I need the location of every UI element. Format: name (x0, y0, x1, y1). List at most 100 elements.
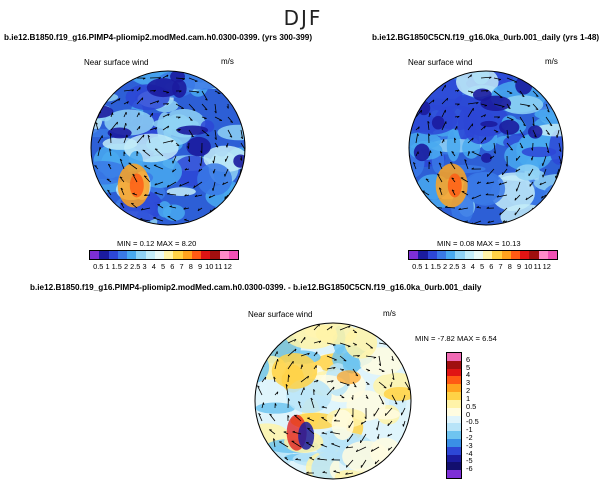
colorbar-tick-label: 2 (123, 262, 129, 271)
colorbar-tick-label: 4 (466, 370, 471, 380)
colorbar-swatch (90, 251, 100, 259)
colorbar-tick-label: 0.5 (466, 401, 477, 411)
colorbar-swatch (446, 251, 456, 259)
colorbar-tick-label: -1 (466, 425, 473, 435)
colorbar-tick-label: 3 (466, 378, 471, 388)
page-title: DJF (283, 6, 323, 30)
colorbar-tick-label: -6 (466, 464, 473, 474)
colorbar-swatch (173, 251, 183, 259)
colorbar-swatch (464, 251, 474, 259)
colorbar-tick-label: 5 (466, 362, 471, 372)
colorbar-swatch (154, 251, 164, 259)
panel-2-title: b.ie12.BG1850C5CN.f19_g16.0ka_0urb.001_d… (372, 33, 600, 42)
colorbar-swatch (529, 251, 539, 259)
panel-1-units: m/s (221, 57, 234, 66)
colorbar-swatch (447, 446, 461, 455)
colorbar-tick-label: 9 (197, 262, 203, 271)
colorbar-swatch (447, 368, 461, 377)
colorbar-tick-label: 11 (214, 262, 223, 271)
colorbar-swatch (182, 251, 192, 259)
colorbar-swatch (447, 392, 461, 400)
colorbar-swatch (447, 415, 461, 424)
colorbar-tick-label: 12 (223, 262, 232, 271)
colorbar-tick-label: 3 (461, 262, 466, 271)
colorbar-tick-label: 1 (105, 262, 110, 271)
colorbar-tick-label: 0.5 (93, 262, 104, 271)
colorbar-swatch (501, 251, 511, 259)
colorbar-tick-label: 9 (516, 262, 522, 271)
colorbar-tick-label: 2 (466, 386, 471, 396)
colorbar-tick-label: 10 (205, 262, 214, 271)
colorbar-tick-label: 4 (151, 262, 156, 271)
colorbar-swatch (201, 251, 211, 259)
colorbar-swatch (447, 360, 461, 369)
colorbar-swatch (108, 251, 118, 259)
colorbar-swatch (191, 251, 201, 259)
colorbar-tick-label: 1 (424, 262, 429, 271)
colorbar-swatch (447, 376, 461, 385)
colorbar-swatch (547, 251, 557, 259)
panel-2-minmax: MIN = 0.08 MAX = 10.13 (437, 239, 521, 248)
colorbar-tick-label: -3 (466, 440, 473, 450)
colorbar-swatch (427, 251, 437, 259)
colorbar-swatch (447, 454, 461, 463)
colorbar-tick-label: 6 (466, 354, 471, 364)
colorbar-swatch (447, 438, 461, 447)
colorbar-tick-label: 5 (479, 262, 485, 271)
panel-1-polar-map (90, 70, 246, 226)
colorbar-swatch (447, 353, 461, 361)
colorbar-swatch (418, 251, 428, 259)
colorbar-tick-label: 6 (489, 262, 494, 271)
panel-3-map-title: Near surface wind (248, 310, 313, 319)
colorbar-tick-label: 11 (533, 262, 542, 271)
colorbar-swatch (436, 251, 446, 259)
colorbar-swatch (447, 470, 461, 478)
colorbar-tick-label: 2 (442, 262, 448, 271)
panel-3-colorbar (446, 352, 462, 479)
colorbar-tick-label: 7 (498, 262, 503, 271)
colorbar-tick-label: -5 (466, 456, 473, 466)
colorbar-swatch (127, 251, 137, 259)
panel-2-map-title: Near surface wind (408, 58, 473, 67)
colorbar-swatch (455, 251, 465, 259)
colorbar-swatch (210, 251, 220, 259)
panel-3-polar-map (254, 322, 412, 480)
colorbar-swatch (136, 251, 146, 259)
colorbar-tick-label: -2 (466, 432, 473, 442)
colorbar-tick-label: -4 (466, 448, 473, 458)
colorbar-swatch (409, 251, 419, 259)
panel-3-minmax: MIN = -7.82 MAX = 6.54 (415, 334, 497, 343)
panel-2-colorbar (408, 250, 558, 260)
colorbar-swatch (473, 251, 483, 259)
colorbar-tick-label: -0.5 (466, 417, 479, 427)
colorbar-swatch (164, 251, 174, 259)
colorbar-swatch (447, 431, 461, 439)
colorbar-swatch (447, 399, 461, 408)
colorbar-tick-label: 3 (142, 262, 147, 271)
colorbar-swatch (447, 407, 461, 416)
colorbar-swatch (145, 251, 155, 259)
colorbar-swatch (447, 462, 461, 471)
panel-1-minmax: MIN = 0.12 MAX = 8.20 (117, 239, 197, 248)
panel-1-colorbar (89, 250, 239, 260)
colorbar-tick-label: 8 (188, 262, 193, 271)
colorbar-swatch (447, 384, 461, 393)
colorbar-swatch (483, 251, 493, 259)
colorbar-swatch (538, 251, 548, 259)
colorbar-tick-label: 1.5 (111, 262, 122, 271)
panel-3-colorbar-labels: 6 5 4 3 2 1 0.5 0 -0.5 -1 -2 -3 -4 -5 -6 (466, 352, 496, 477)
colorbar-tick-label: 2.5 (130, 262, 141, 271)
colorbar-tick-label: 0 (466, 409, 471, 419)
colorbar-tick-label: 6 (170, 262, 175, 271)
colorbar-swatch (117, 251, 127, 259)
panel-2-units: m/s (545, 57, 558, 66)
colorbar-tick-label: 4 (470, 262, 475, 271)
colorbar-tick-label: 1 (466, 393, 471, 403)
colorbar-tick-label: 0.5 (412, 262, 423, 271)
colorbar-swatch (99, 251, 109, 259)
panel-2-polar-map (408, 70, 564, 226)
colorbar-tick-label: 5 (160, 262, 166, 271)
colorbar-tick-label: 8 (507, 262, 512, 271)
colorbar-tick-label: 1.5 (430, 262, 441, 271)
colorbar-swatch (510, 251, 520, 259)
